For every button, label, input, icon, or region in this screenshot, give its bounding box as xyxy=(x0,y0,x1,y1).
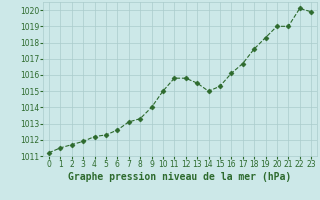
X-axis label: Graphe pression niveau de la mer (hPa): Graphe pression niveau de la mer (hPa) xyxy=(68,172,292,182)
